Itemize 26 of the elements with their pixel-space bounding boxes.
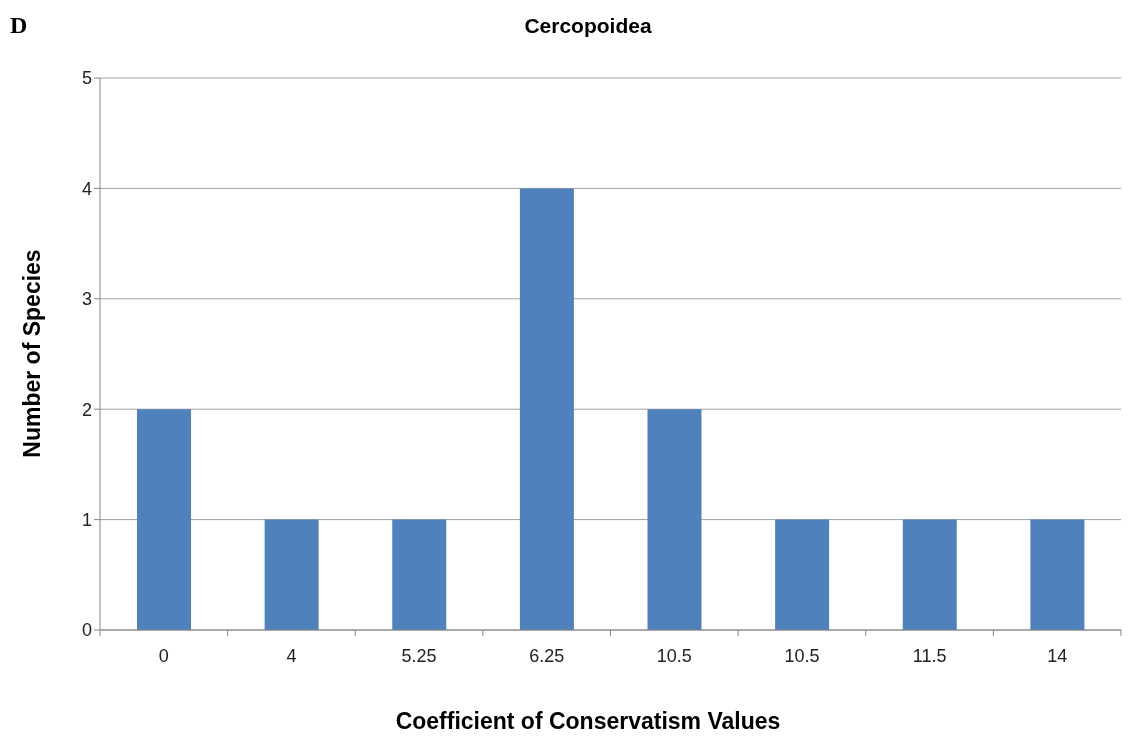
y-tick-label: 1	[81, 509, 92, 530]
bar	[519, 188, 574, 630]
x-tick-label: 5.25	[401, 646, 437, 666]
bar	[137, 409, 192, 630]
x-tick-label: 0	[158, 646, 169, 666]
y-tick-label: 5	[81, 68, 92, 89]
x-tick-label: 6.25	[529, 646, 565, 666]
x-tick-label: 14	[1047, 646, 1068, 666]
x-tick-label: 10.5	[656, 646, 692, 666]
y-tick-label: 3	[81, 289, 92, 310]
bar	[775, 519, 830, 630]
x-tick-label: 4	[286, 646, 297, 666]
y-tick-label: 4	[81, 178, 92, 199]
bar	[902, 519, 957, 630]
bar	[647, 409, 702, 630]
y-tick-label: 2	[81, 399, 92, 420]
text: D	[10, 12, 28, 39]
x-axis-title: Coefficient of Conservatism Values	[394, 708, 782, 735]
bar	[1030, 519, 1085, 630]
y-axis-title: Number of Species	[18, 248, 46, 460]
bar	[392, 519, 447, 630]
x-tick-label: 10.5	[784, 646, 820, 666]
chart-title: Cercopoidea	[523, 14, 653, 38]
bar	[264, 519, 319, 630]
x-tick-label: 11.5	[912, 646, 947, 666]
y-tick-label: 0	[81, 620, 92, 641]
